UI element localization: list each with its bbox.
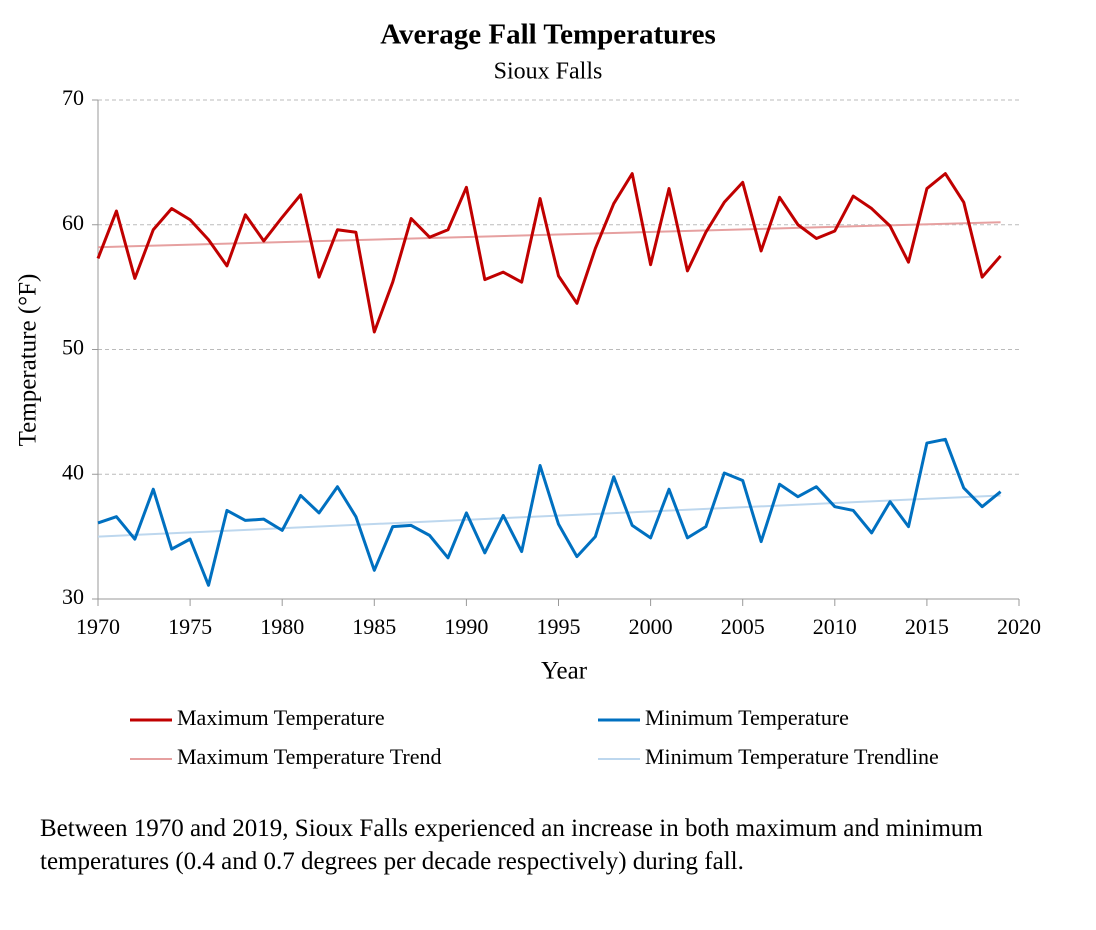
legend-label: Minimum Temperature	[645, 705, 849, 730]
x-tick-label: 1970	[76, 614, 120, 639]
line	[96, 172, 1002, 334]
y-tick-label: 70	[62, 85, 84, 110]
x-tick-label: 1995	[537, 614, 581, 639]
x-tick-label: 1975	[168, 614, 212, 639]
y-tick-label: 30	[62, 584, 84, 609]
x-axis-label: Year	[541, 658, 588, 685]
x-tick-label: 1990	[444, 614, 488, 639]
chart-subtitle: Sioux Falls	[494, 59, 603, 85]
y-tick-label: 50	[62, 335, 84, 360]
line	[97, 437, 1002, 587]
caption: Between 1970 and 2019, Sioux Falls exper…	[40, 815, 983, 875]
line	[97, 494, 1001, 538]
legend-label: Minimum Temperature Trendline	[645, 744, 939, 769]
legend-label: Maximum Temperature Trend	[177, 744, 441, 769]
chart: Average Fall Temperatures Sioux Falls Ye…	[15, 19, 1041, 769]
y-axis-label: Temperature (°F)	[15, 274, 42, 447]
legend-label: Maximum Temperature	[177, 705, 385, 730]
x-tick-label: 1980	[260, 614, 304, 639]
x-tick-label: 2000	[629, 614, 673, 639]
x-tick-label: 2020	[997, 614, 1041, 639]
x-tick-label: 1985	[352, 614, 396, 639]
x-tick-label: 2015	[905, 614, 949, 639]
y-tick-label: 60	[62, 210, 84, 235]
y-tick-label: 40	[62, 459, 84, 484]
x-tick-label: 2010	[813, 614, 857, 639]
x-tick-label: 2005	[721, 614, 765, 639]
chart-title: Average Fall Temperatures	[380, 19, 716, 51]
